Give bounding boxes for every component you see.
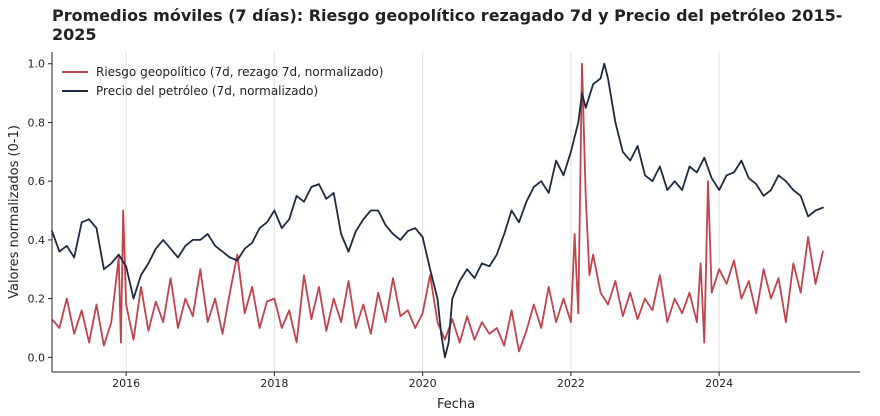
legend-label-1: Riesgo geopolítico (7d, rezago 7d, norma… — [96, 65, 383, 79]
y-axis-label: Valores normalizados (0-1) — [7, 125, 22, 299]
x-axis-label: Fecha — [437, 397, 475, 412]
x-tick-label: 2018 — [260, 377, 288, 390]
x-tick-label: 2016 — [112, 377, 140, 390]
legend-label-2: Precio del petróleo (7d, normalizado) — [96, 84, 318, 98]
x-tick-label: 2022 — [557, 377, 585, 390]
y-tick-label: 0.2 — [28, 293, 46, 306]
x-tick-label: 2024 — [705, 377, 733, 390]
series-line-1 — [51, 62, 824, 353]
y-tick-label: 0.6 — [28, 175, 46, 188]
y-tick-label: 1.0 — [28, 58, 46, 71]
y-tick-label: 0.4 — [28, 234, 46, 247]
chart-title: Promedios móviles (7 días): Riesgo geopo… — [52, 6, 843, 44]
x-tick-label: 2020 — [409, 377, 437, 390]
y-tick-label: 0.8 — [28, 116, 46, 129]
series-line-2 — [51, 62, 824, 359]
y-tick-label: 0.0 — [28, 351, 46, 364]
